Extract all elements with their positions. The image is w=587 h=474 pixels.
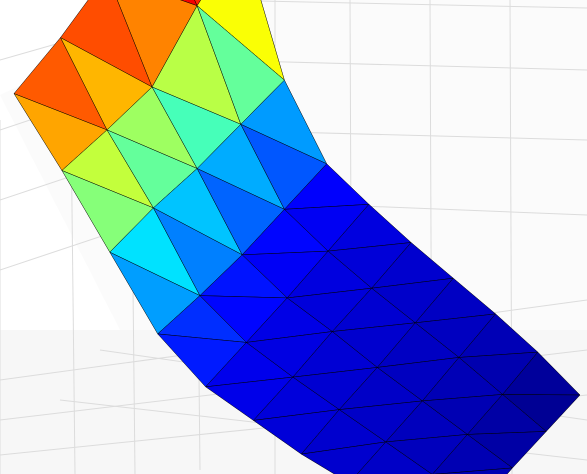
grid-line: [209, 0, 587, 9]
surface-mesh: [13, 0, 581, 474]
surface-facet: [467, 431, 547, 469]
surface-facet: [502, 394, 581, 432]
surface-facet: [194, 0, 202, 6]
surface-facet: [434, 467, 513, 474]
